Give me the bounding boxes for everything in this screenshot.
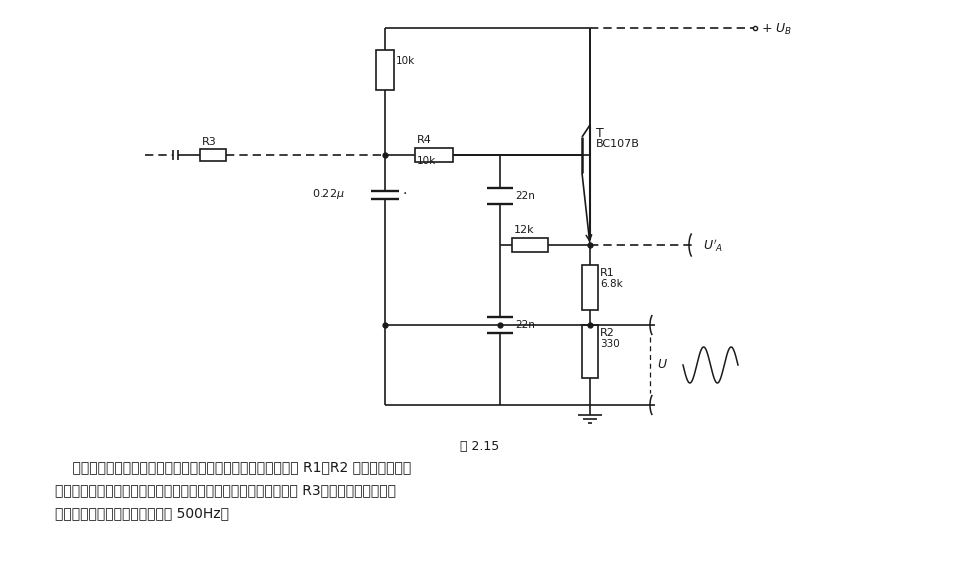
Text: R4: R4 [417,135,432,145]
Text: R3: R3 [202,137,217,147]
Text: 10k: 10k [396,56,416,66]
Text: R2: R2 [600,328,614,338]
Text: $U'_A$: $U'_A$ [703,237,723,254]
Text: 22n: 22n [515,191,535,201]
Text: 定。在电路参数情况下频率约为 500Hz。: 定。在电路参数情况下频率约为 500Hz。 [55,506,229,520]
Bar [200,149,226,161]
Text: 22n: 22n [515,320,535,330]
Text: BC107B: BC107B [596,139,640,149]
Text: $+\ U_B$: $+\ U_B$ [761,22,792,36]
Text: 10k: 10k [417,156,436,166]
Bar [582,325,598,378]
Bar [376,50,394,90]
Text: 由于从射极跟随器中输出，故输出电阻很低。输出电压值可由 R1、R2 分压电阻值的选: 由于从射极跟随器中输出，故输出电阻很低。输出电压值可由 R1、R2 分压电阻值的… [55,460,411,474]
Text: T: T [596,127,604,140]
Bar [512,238,548,252]
Bar [582,265,598,310]
Text: $U$: $U$ [657,358,668,371]
Text: 图 2.15: 图 2.15 [461,440,499,453]
Text: ·: · [402,187,406,201]
Text: $0.22\mu$: $0.22\mu$ [312,187,345,201]
Bar [415,148,453,162]
Text: 6.8k: 6.8k [600,279,623,289]
Text: 330: 330 [600,339,620,349]
Text: R1: R1 [600,268,614,278]
Text: 12k: 12k [514,225,535,235]
Text: 取来决定。如果要想得到无畸变正弦信号的工作点，则可接入电阻 R3，其值由实验调整确: 取来决定。如果要想得到无畸变正弦信号的工作点，则可接入电阻 R3，其值由实验调整… [55,483,396,497]
